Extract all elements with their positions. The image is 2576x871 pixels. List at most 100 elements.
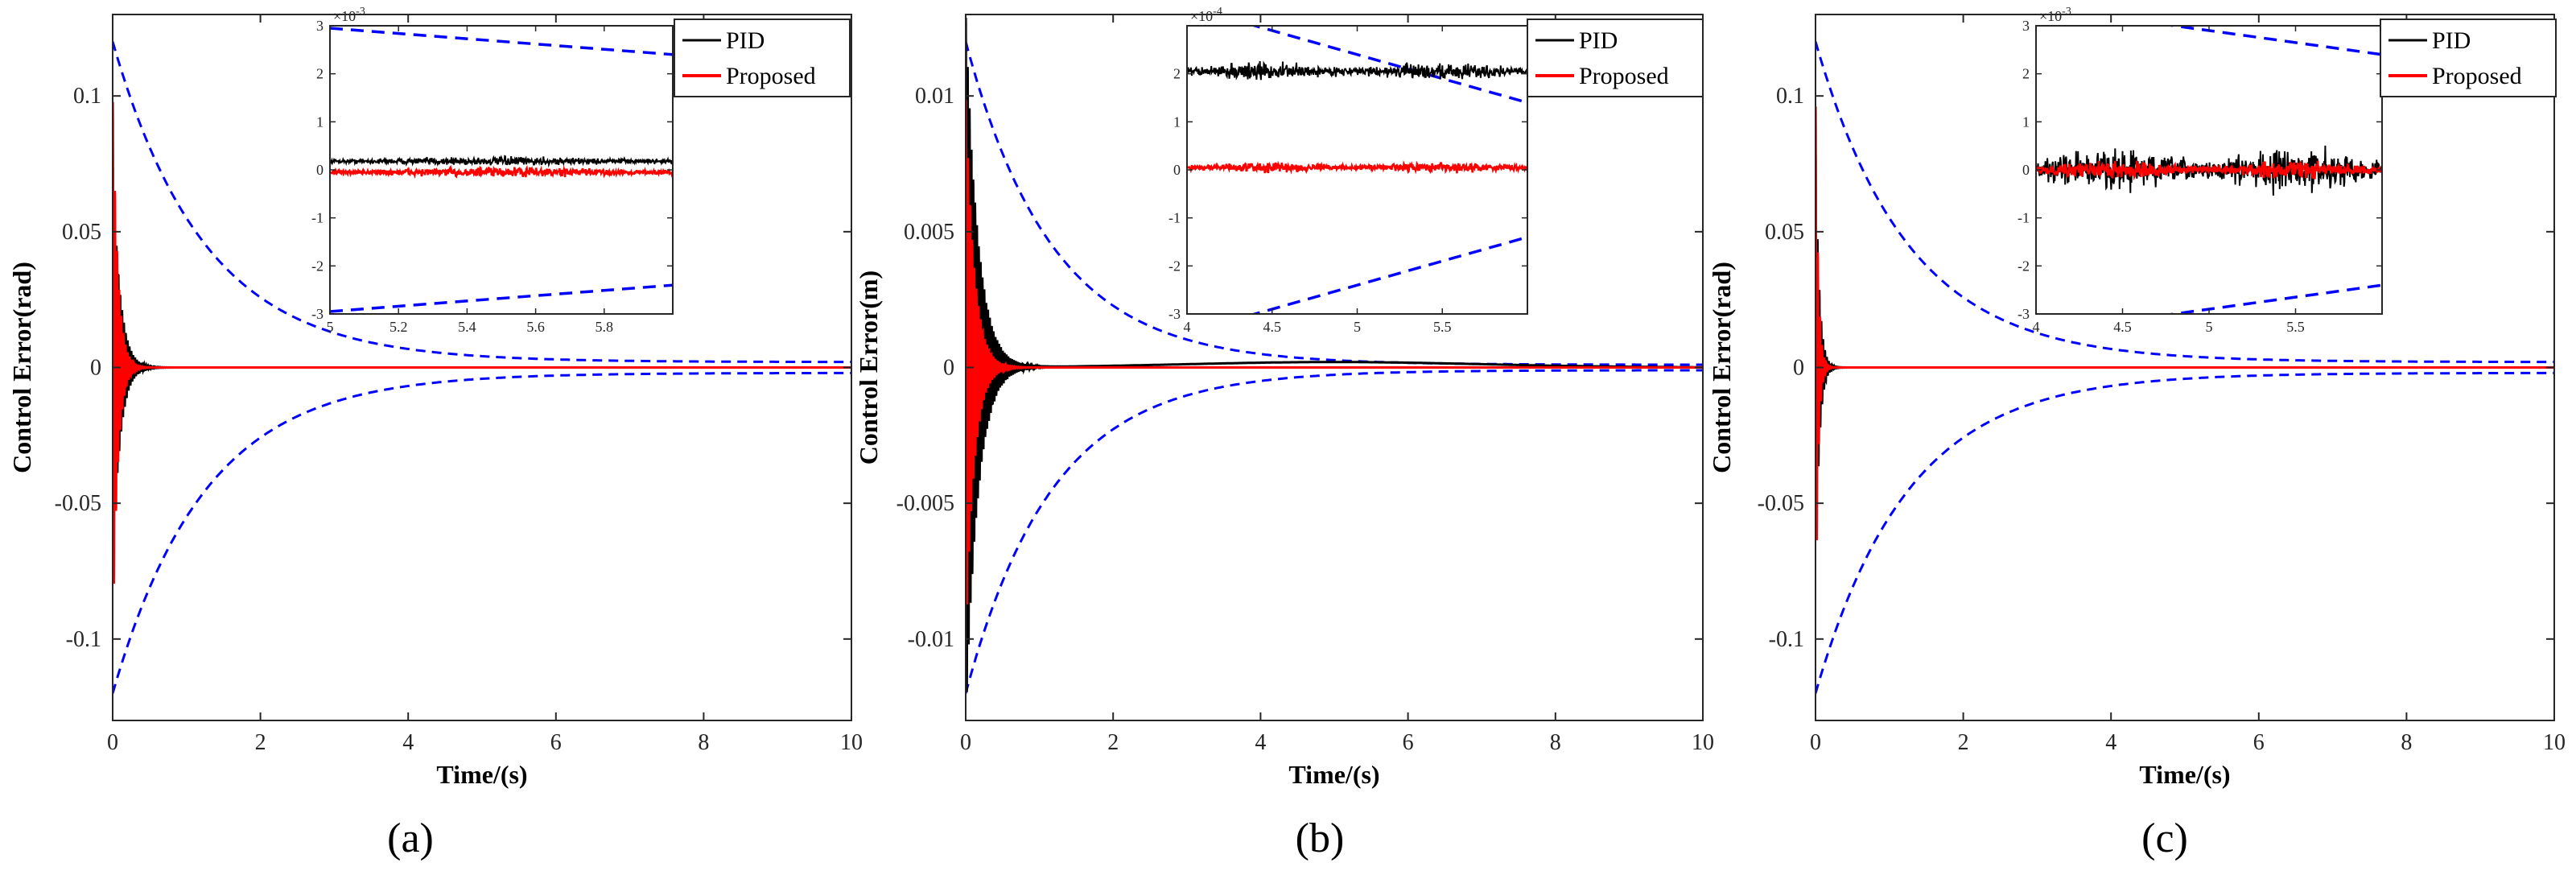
y-tick-label: -0.005 [896, 491, 954, 516]
inset-y-tick-label: -3 [1168, 306, 1181, 322]
legend-proposed-label: Proposed [1579, 63, 1669, 89]
x-tick-label: 10 [840, 730, 863, 755]
plot-area [966, 18, 1703, 694]
y-tick-label: -0.01 [908, 627, 954, 652]
y-tick-label: 0 [90, 356, 101, 381]
inset-x-tick-label: 4.5 [1263, 319, 1282, 335]
inset-y-tick-label: 0 [316, 162, 324, 178]
inset-y-tick-label: -2 [2018, 258, 2030, 274]
inset-exponent-label: ×10-3 [333, 6, 365, 24]
legend-box [2380, 19, 2557, 97]
inset-proposed-line [330, 164, 673, 180]
y-tick-label: 0.1 [1776, 84, 1804, 109]
bound-upper-line [966, 41, 1703, 366]
inset-pid-line [330, 155, 673, 168]
y-tick-label: -0.1 [1769, 627, 1804, 652]
inset-exponent-label: ×10-3 [2039, 6, 2071, 24]
x-tick-label: 8 [2401, 730, 2412, 755]
legend: PID Proposed [674, 19, 851, 97]
x-tick-label: 8 [698, 730, 709, 755]
x-tick-label: 6 [2253, 730, 2265, 755]
inset-y-tick-label: 1 [316, 114, 324, 130]
y-tick-label: 0.1 [73, 84, 101, 109]
x-tick-label: 2 [1107, 730, 1119, 755]
inset-x-tick-label: 5.5 [1433, 319, 1452, 335]
bound-lower-line [113, 371, 851, 694]
x-axis-label: Time/(s) [436, 760, 527, 789]
inset-bound-lower [330, 283, 673, 313]
plot-area [1816, 41, 2554, 694]
y-tick-label: 0.05 [1765, 220, 1804, 245]
y-axis-label: Control Error(rad) [7, 262, 36, 473]
inset-exponent-power: -4 [1213, 6, 1222, 18]
y-tick-label: 0 [943, 356, 954, 381]
x-tick-label: 4 [1255, 730, 1266, 755]
inset-y-tick-label: 1 [2022, 114, 2030, 130]
inset-x-tick-label: 5 [2206, 319, 2213, 335]
y-tick-label: -0.05 [1758, 491, 1804, 516]
x-tick-label: 10 [2543, 730, 2566, 755]
inset-x-tick-label: 5.2 [389, 319, 408, 335]
y-tick-label: 0.01 [915, 84, 954, 109]
inset-plot-area [1187, 26, 1527, 314]
inset-proposed-line [2036, 159, 2382, 181]
x-tick-label: 0 [107, 730, 118, 755]
inset-x-tick-label: 5 [1354, 319, 1361, 335]
legend-box [674, 19, 851, 97]
x-axis-label: Time/(s) [2139, 760, 2230, 789]
bound-upper-line [1816, 41, 2554, 364]
inset-bound-upper [330, 27, 673, 56]
inset-bound-lower [1250, 235, 1527, 314]
bound-lower-line [1816, 371, 2554, 694]
inset-y-tick-label: -1 [1168, 210, 1181, 226]
inset-y-tick-label: -2 [311, 258, 324, 274]
legend-proposed-label: Proposed [726, 63, 816, 89]
legend: PID Proposed [1527, 19, 1704, 97]
inset-pid-line [1187, 60, 1527, 80]
inset-y-tick-label: -3 [311, 306, 324, 322]
panel-c: 0 2 4 6 8 10-0.1-0.0500.050.1Time/(s)Control … [1707, 6, 2566, 861]
inset-plot-area [330, 27, 673, 313]
panel-caption: (a) [387, 815, 434, 861]
y-tick-label: 0 [1793, 356, 1804, 381]
inset-exponent-power: -3 [356, 6, 365, 18]
y-tick-label: -0.05 [55, 491, 101, 516]
inset-x-tick-label: 5.4 [458, 319, 476, 335]
panel-caption: (b) [1296, 815, 1345, 861]
inset-bound-upper [1250, 26, 1527, 105]
legend-pid-label: PID [1579, 27, 1618, 54]
inset-exponent-power: -3 [2062, 6, 2071, 18]
y-axis-label: Control Error(m) [854, 270, 883, 464]
inset-x-tick-label: 4.5 [2113, 319, 2132, 335]
inset-y-tick-label: 3 [316, 18, 324, 34]
y-tick-label: 0.005 [904, 220, 954, 245]
proposed-line [113, 101, 851, 584]
legend: PID Proposed [2380, 19, 2557, 97]
inset-y-tick-label: 2 [2022, 66, 2030, 82]
legend-proposed-label: Proposed [2432, 63, 2522, 89]
inset-y-tick-label: -1 [311, 210, 324, 226]
inset-x-tick-label: 4 [1184, 319, 1191, 335]
inset-y-tick-label: -2 [1168, 258, 1181, 274]
proposed-line [966, 99, 1703, 605]
inset-proposed-line [1187, 159, 1527, 175]
inset: 4 4.5 5 5.5 -3 -2 -1 0 1 2 ×10-4 [1168, 6, 1528, 335]
x-tick-label: 4 [402, 730, 414, 755]
inset-y-tick-label: -3 [2018, 306, 2030, 322]
inset-x-tick-label: 5 [327, 319, 334, 335]
x-tick-label: 0 [1810, 730, 1821, 755]
inset-y-tick-label: 2 [1173, 66, 1181, 82]
inset-x-tick-label: 5.8 [596, 319, 614, 335]
x-tick-label: 2 [255, 730, 266, 755]
bound-upper-line [113, 41, 851, 364]
x-axis-label: Time/(s) [1288, 760, 1379, 789]
legend-box [1527, 19, 1704, 97]
inset-exponent-base: ×10 [333, 8, 356, 24]
inset-exponent-base: ×10 [2039, 8, 2062, 24]
x-tick-label: 6 [1403, 730, 1414, 755]
plot-area [113, 41, 851, 694]
panel-a: 0 2 4 6 8 10-0.1-0.0500.050.1Time/(s)Control … [7, 6, 863, 861]
